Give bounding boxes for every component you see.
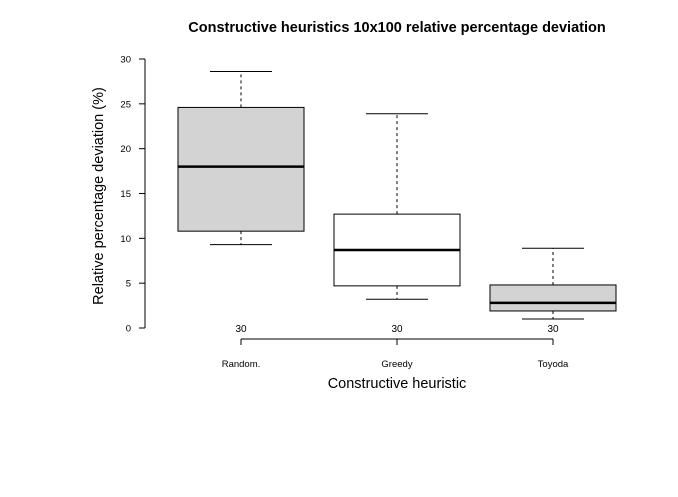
y-tick-label: 0 <box>126 324 131 335</box>
y-tick-label: 30 <box>120 55 131 66</box>
y-tick-label: 5 <box>126 279 131 290</box>
box-toyoda: 30 <box>489 247 617 335</box>
x-tick-label: Toyoda <box>538 359 569 370</box>
x-axis-ticks: Random. Greedy Toyoda <box>222 339 569 370</box>
iqr-box <box>489 284 617 312</box>
box-greedy: 30 <box>333 113 461 335</box>
y-tick-label: 10 <box>120 234 131 245</box>
y-tick-label: 20 <box>120 144 131 155</box>
chart-title: Constructive heuristics 10x100 relative … <box>188 20 605 36</box>
iqr-box <box>177 106 305 232</box>
sample-size-label: 30 <box>391 324 403 335</box>
sample-size-label: 30 <box>547 324 559 335</box>
x-tick-label: Random. <box>222 359 261 370</box>
y-tick-label: 25 <box>120 99 131 110</box>
x-axis-label: Constructive heuristic <box>328 376 467 392</box>
y-axis-label: Relative percentage deviation (%) <box>91 87 107 305</box>
sample-size-label: 30 <box>235 324 247 335</box>
boxes-group: 30 30 30 <box>177 71 617 335</box>
y-tick-label: 15 <box>120 189 131 200</box>
x-tick-label: Greedy <box>381 359 412 370</box>
box-random: 30 <box>177 71 305 335</box>
y-axis-ticks: 0 5 10 15 20 25 30 <box>120 55 145 335</box>
